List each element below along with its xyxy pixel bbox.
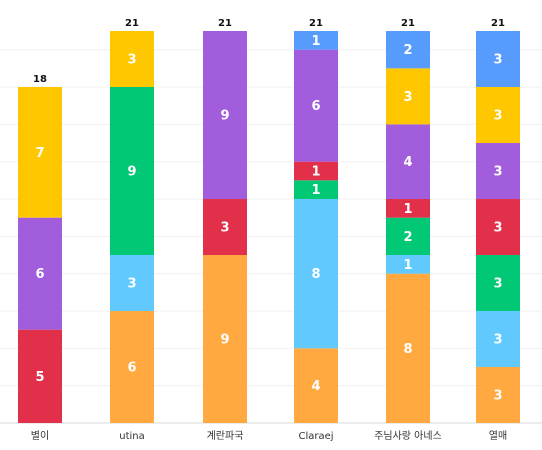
category-label: 별이 [31, 430, 49, 442]
bar-segment[interactable] [386, 255, 430, 274]
segment-value-label: 3 [220, 221, 229, 236]
bar-segment[interactable] [110, 31, 154, 87]
bar-segment[interactable] [476, 87, 520, 143]
segment-value-label: 8 [403, 342, 412, 357]
bar-segment[interactable] [18, 329, 62, 423]
bar-segment[interactable] [18, 217, 62, 330]
category-label: Claraej [298, 431, 333, 442]
bar-segment[interactable] [203, 255, 247, 423]
segment-value-label: 8 [311, 267, 320, 282]
gridlines [0, 49, 542, 424]
category-label: 계란파국 [207, 430, 244, 442]
segment-value-label: 1 [311, 34, 320, 49]
segment-value-label: 2 [403, 230, 412, 245]
segment-value-label: 1 [403, 202, 412, 217]
segment-value-label: 3 [493, 53, 502, 68]
bar-segment[interactable] [386, 68, 430, 125]
segment-value-label: 3 [127, 277, 136, 292]
segment-value-label: 5 [35, 370, 44, 385]
total-value-label: 21 [401, 18, 415, 29]
segment-value-label: 7 [35, 146, 44, 161]
segment-value-label: 3 [127, 53, 136, 68]
total-value-label: 21 [491, 18, 505, 29]
bar-segment[interactable] [294, 49, 338, 162]
category-labels: 별이 utina 계란파국 Claraej 주님사랑 아네스 열매 [31, 430, 507, 442]
bar-segment[interactable] [386, 217, 430, 255]
bar-segment[interactable] [476, 367, 520, 423]
bar-segment[interactable] [110, 87, 154, 255]
segment-value-label: 3 [493, 389, 502, 404]
bar-segment[interactable] [203, 31, 247, 199]
segment-value-label: 1 [403, 258, 412, 273]
segment-value-label: 3 [493, 165, 502, 180]
segment-value-label: 3 [493, 277, 502, 292]
bar-segment[interactable] [476, 199, 520, 255]
segment-value-label: 2 [403, 43, 412, 58]
bar-segment[interactable] [110, 311, 154, 423]
segment-value-label: 4 [403, 155, 412, 170]
bar-segment[interactable] [476, 255, 520, 311]
bar-segment[interactable] [294, 180, 338, 199]
segment-value-label: 6 [127, 361, 136, 376]
bar-segment[interactable] [476, 143, 520, 199]
total-value-label: 21 [218, 18, 232, 29]
bar-segment[interactable] [386, 273, 430, 423]
segment-value-label: 1 [311, 183, 320, 198]
bar-segment[interactable] [110, 255, 154, 311]
segment-value-label: 6 [311, 99, 320, 114]
bar-segment[interactable] [476, 31, 520, 87]
total-value-label: 21 [309, 18, 323, 29]
bar-segment[interactable] [386, 124, 430, 199]
bar-segment[interactable] [18, 87, 62, 218]
bar-segment[interactable] [294, 31, 338, 50]
bar-segment[interactable] [386, 31, 430, 69]
bar-segment[interactable] [294, 161, 338, 181]
bar-segment[interactable] [476, 311, 520, 367]
total-value-label: 21 [125, 18, 139, 29]
category-label: 주님사랑 아네스 [374, 430, 442, 442]
segment-value-label: 3 [493, 221, 502, 236]
bar-segment[interactable] [386, 199, 430, 218]
segment-value-label: 9 [220, 109, 229, 124]
segment-value-label: 3 [493, 333, 502, 348]
segment-value-label: 6 [35, 267, 44, 282]
segment-value-label: 3 [403, 90, 412, 105]
category-label: utina [119, 431, 145, 442]
segment-value-label: 3 [493, 109, 502, 124]
segment-value-label: 9 [220, 333, 229, 348]
bar-segment[interactable] [203, 199, 247, 255]
segment-value-label: 1 [311, 165, 320, 180]
segment-value-label: 4 [311, 379, 320, 394]
total-value-label: 18 [33, 74, 47, 85]
segment-value-label: 9 [127, 165, 136, 180]
category-label: 열매 [489, 430, 507, 442]
bar-segment[interactable] [294, 348, 338, 423]
bar-segment[interactable] [294, 199, 338, 349]
